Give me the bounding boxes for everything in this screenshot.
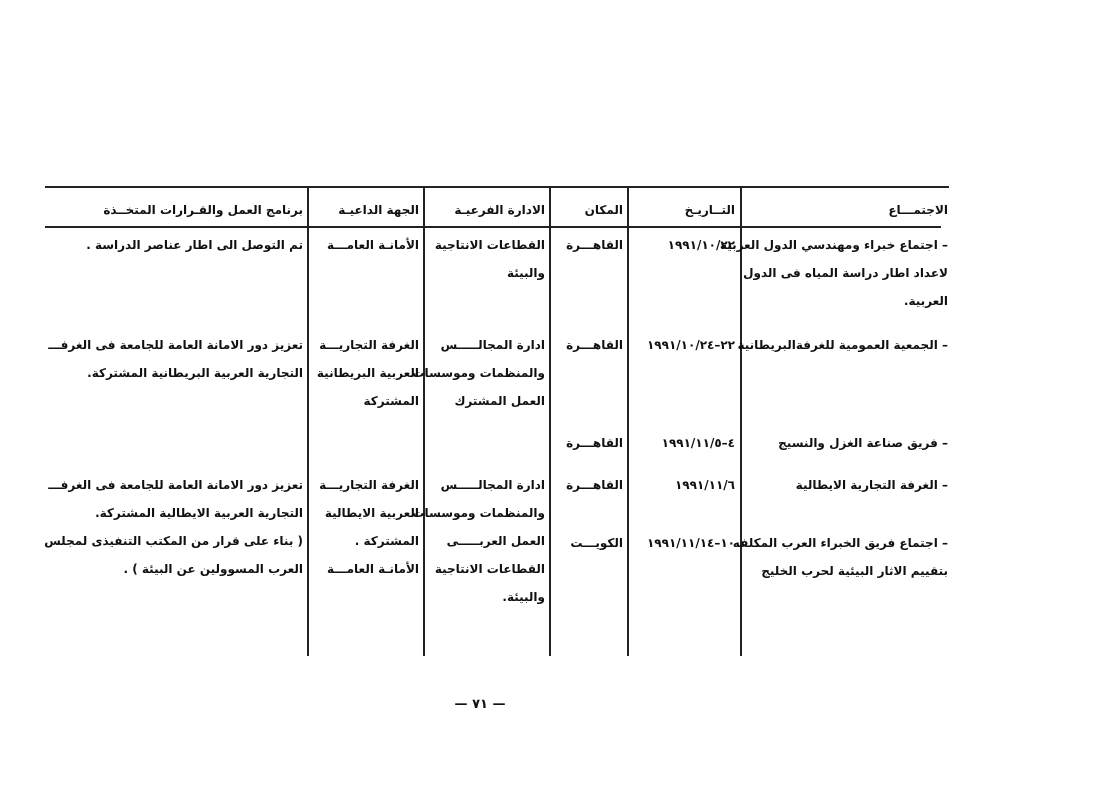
column-divider (307, 186, 309, 656)
cell-agency: الأمانـة العامـــة (327, 238, 419, 252)
column-header-date: التــاريـخ (684, 203, 735, 217)
column-header-program: برنامج العمل والقـرارات المتخــذة (103, 203, 303, 217)
cell-admin: ادارة المجالـــــس (440, 338, 545, 352)
column-divider (423, 186, 425, 656)
cell-program: ( بناء على قرار من المكتب التنفيذى لمجلس (44, 534, 303, 548)
cell-place: الكويـــت (570, 536, 623, 550)
cell-agency: المشتركة (363, 394, 420, 408)
cell-meeting: لاعداد اطار دراسة المياه فى الدول (743, 266, 948, 280)
cell-meeting: – فريق صناعة الغزل والنسيج (778, 436, 948, 450)
top-rule (45, 186, 949, 188)
cell-admin: القطاعات الانتاجية (434, 238, 545, 252)
cell-program: التجارية العربية الايطالية المشتركة. (95, 506, 303, 520)
cell-place: القاهـــرة (566, 238, 623, 252)
header-rule (45, 226, 941, 228)
cell-place: القاهـــرة (566, 338, 623, 352)
cell-program: تعزيز دور الامانة العامة للجامعة فى الغر… (48, 478, 303, 492)
cell-admin: والبيئة. (502, 590, 545, 604)
column-header-admin: الادارة الفرعيـة (454, 203, 545, 217)
cell-agency: العربية الايطالية (324, 506, 419, 520)
cell-meeting: – الجمعية العمومية للغرفةالبريطانية (737, 338, 948, 352)
cell-place: القاهـــرة (566, 478, 623, 492)
page-number: — ٧١ — (454, 697, 506, 712)
column-divider (627, 186, 629, 656)
cell-admin: والمنظمات وموسسات (412, 506, 546, 520)
cell-meeting: – اجتماع خبراء ومهندسي الدول العربية (719, 238, 948, 252)
cell-program: التجارية العربية البريطانية المشتركة. (87, 366, 303, 380)
cell-meeting: – اجتماع فريق الخبراء العرب المكلفه (732, 536, 948, 550)
column-header-place: المكان (584, 203, 623, 217)
cell-date: ١٩٩١/١٠/٢٢ (667, 238, 735, 252)
cell-place: القاهـــرة (566, 436, 623, 450)
cell-agency: الغرفة التجاريـــة (319, 478, 419, 492)
cell-program: تعزيز دور الامانة العامة للجامعة فى الغر… (48, 338, 303, 352)
cell-agency: المشتركة . (354, 534, 419, 548)
column-divider (740, 186, 742, 656)
cell-meeting: بتقييم الاثار البيئية لحرب الخليج (761, 564, 948, 578)
cell-meeting: العربية. (903, 294, 948, 308)
cell-date: ١٠–١٩٩١/١١/١٤ (646, 536, 735, 550)
cell-meeting: – الغرفة التجارية الايطالية (795, 478, 948, 492)
cell-agency: الأمانـة العامـــة (327, 562, 419, 576)
cell-date: ١٩٩١/١١/٦ (674, 478, 735, 492)
cell-admin: ادارة المجالـــــس (440, 478, 545, 492)
column-header-agency: الجهة الداعيـة (338, 203, 419, 217)
cell-admin: والبيئة (506, 266, 545, 280)
cell-program: تم التوصل الى اطار عناصر الدراسة . (86, 238, 303, 252)
cell-program: العرب المسوولين عن البيئة ) . (123, 562, 304, 576)
column-header-meeting: الاجتمـــاع (888, 203, 948, 217)
cell-agency: الغرفة التجاريـــة (319, 338, 419, 352)
column-divider (549, 186, 551, 656)
cell-admin: العمل العربـــــى (446, 534, 545, 548)
cell-date: ٤–١٩٩١/١١/٥ (661, 436, 735, 450)
cell-admin: القطاعات الانتاجية (434, 562, 545, 576)
cell-admin: والمنظمات وموسسات (412, 366, 546, 380)
cell-admin: العمل المشترك (454, 394, 545, 408)
cell-agency: العربية البريطانية (316, 366, 419, 380)
cell-date: ٢٢–١٩٩١/١٠/٢٤ (646, 338, 735, 352)
